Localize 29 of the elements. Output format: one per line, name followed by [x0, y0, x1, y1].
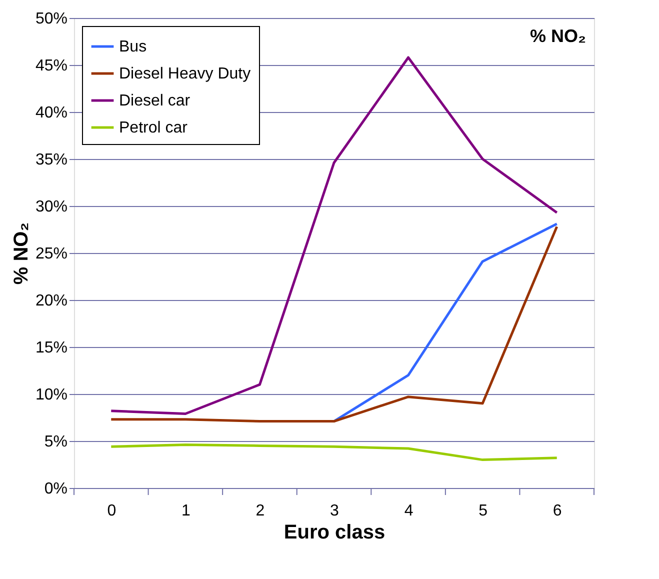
- y-tick-label: 20%: [35, 292, 68, 310]
- x-tick-label: 0: [107, 502, 116, 520]
- x-tick-label: 4: [404, 502, 414, 520]
- legend-label: Bus: [119, 38, 147, 56]
- x-axis-title: Euro class: [284, 522, 386, 544]
- y-tick-label: 45%: [35, 58, 68, 74]
- chart-title: % NO₂: [530, 26, 586, 46]
- line-series: [110, 225, 558, 423]
- legend-label: Petrol car: [119, 120, 188, 136]
- y-tick-label: 30%: [35, 198, 68, 216]
- legend-label: Diesel Heavy Duty: [119, 66, 251, 82]
- y-tick-label: 50%: [35, 10, 68, 28]
- line-series: [332, 222, 558, 423]
- line-series: [110, 444, 558, 462]
- y-tick-label: 10%: [35, 386, 68, 404]
- y-tick-label: 0%: [44, 480, 68, 498]
- legend-label: Diesel car: [119, 92, 191, 110]
- line-series: [110, 56, 558, 415]
- x-tick-label: 2: [256, 502, 265, 520]
- y-tick-label: 15%: [35, 340, 68, 356]
- x-tick-label: 5: [478, 502, 488, 520]
- x-tick-label: 3: [330, 502, 340, 520]
- y-tick-label: 25%: [35, 246, 68, 262]
- x-tick-label: 1: [181, 502, 190, 520]
- y-tick-label: 5%: [44, 434, 68, 450]
- y-tick-label: 35%: [35, 152, 68, 168]
- x-tick-label: 6: [552, 502, 562, 520]
- y-tick-label: 40%: [35, 104, 68, 122]
- y-axis-title: % NO₂: [10, 222, 32, 285]
